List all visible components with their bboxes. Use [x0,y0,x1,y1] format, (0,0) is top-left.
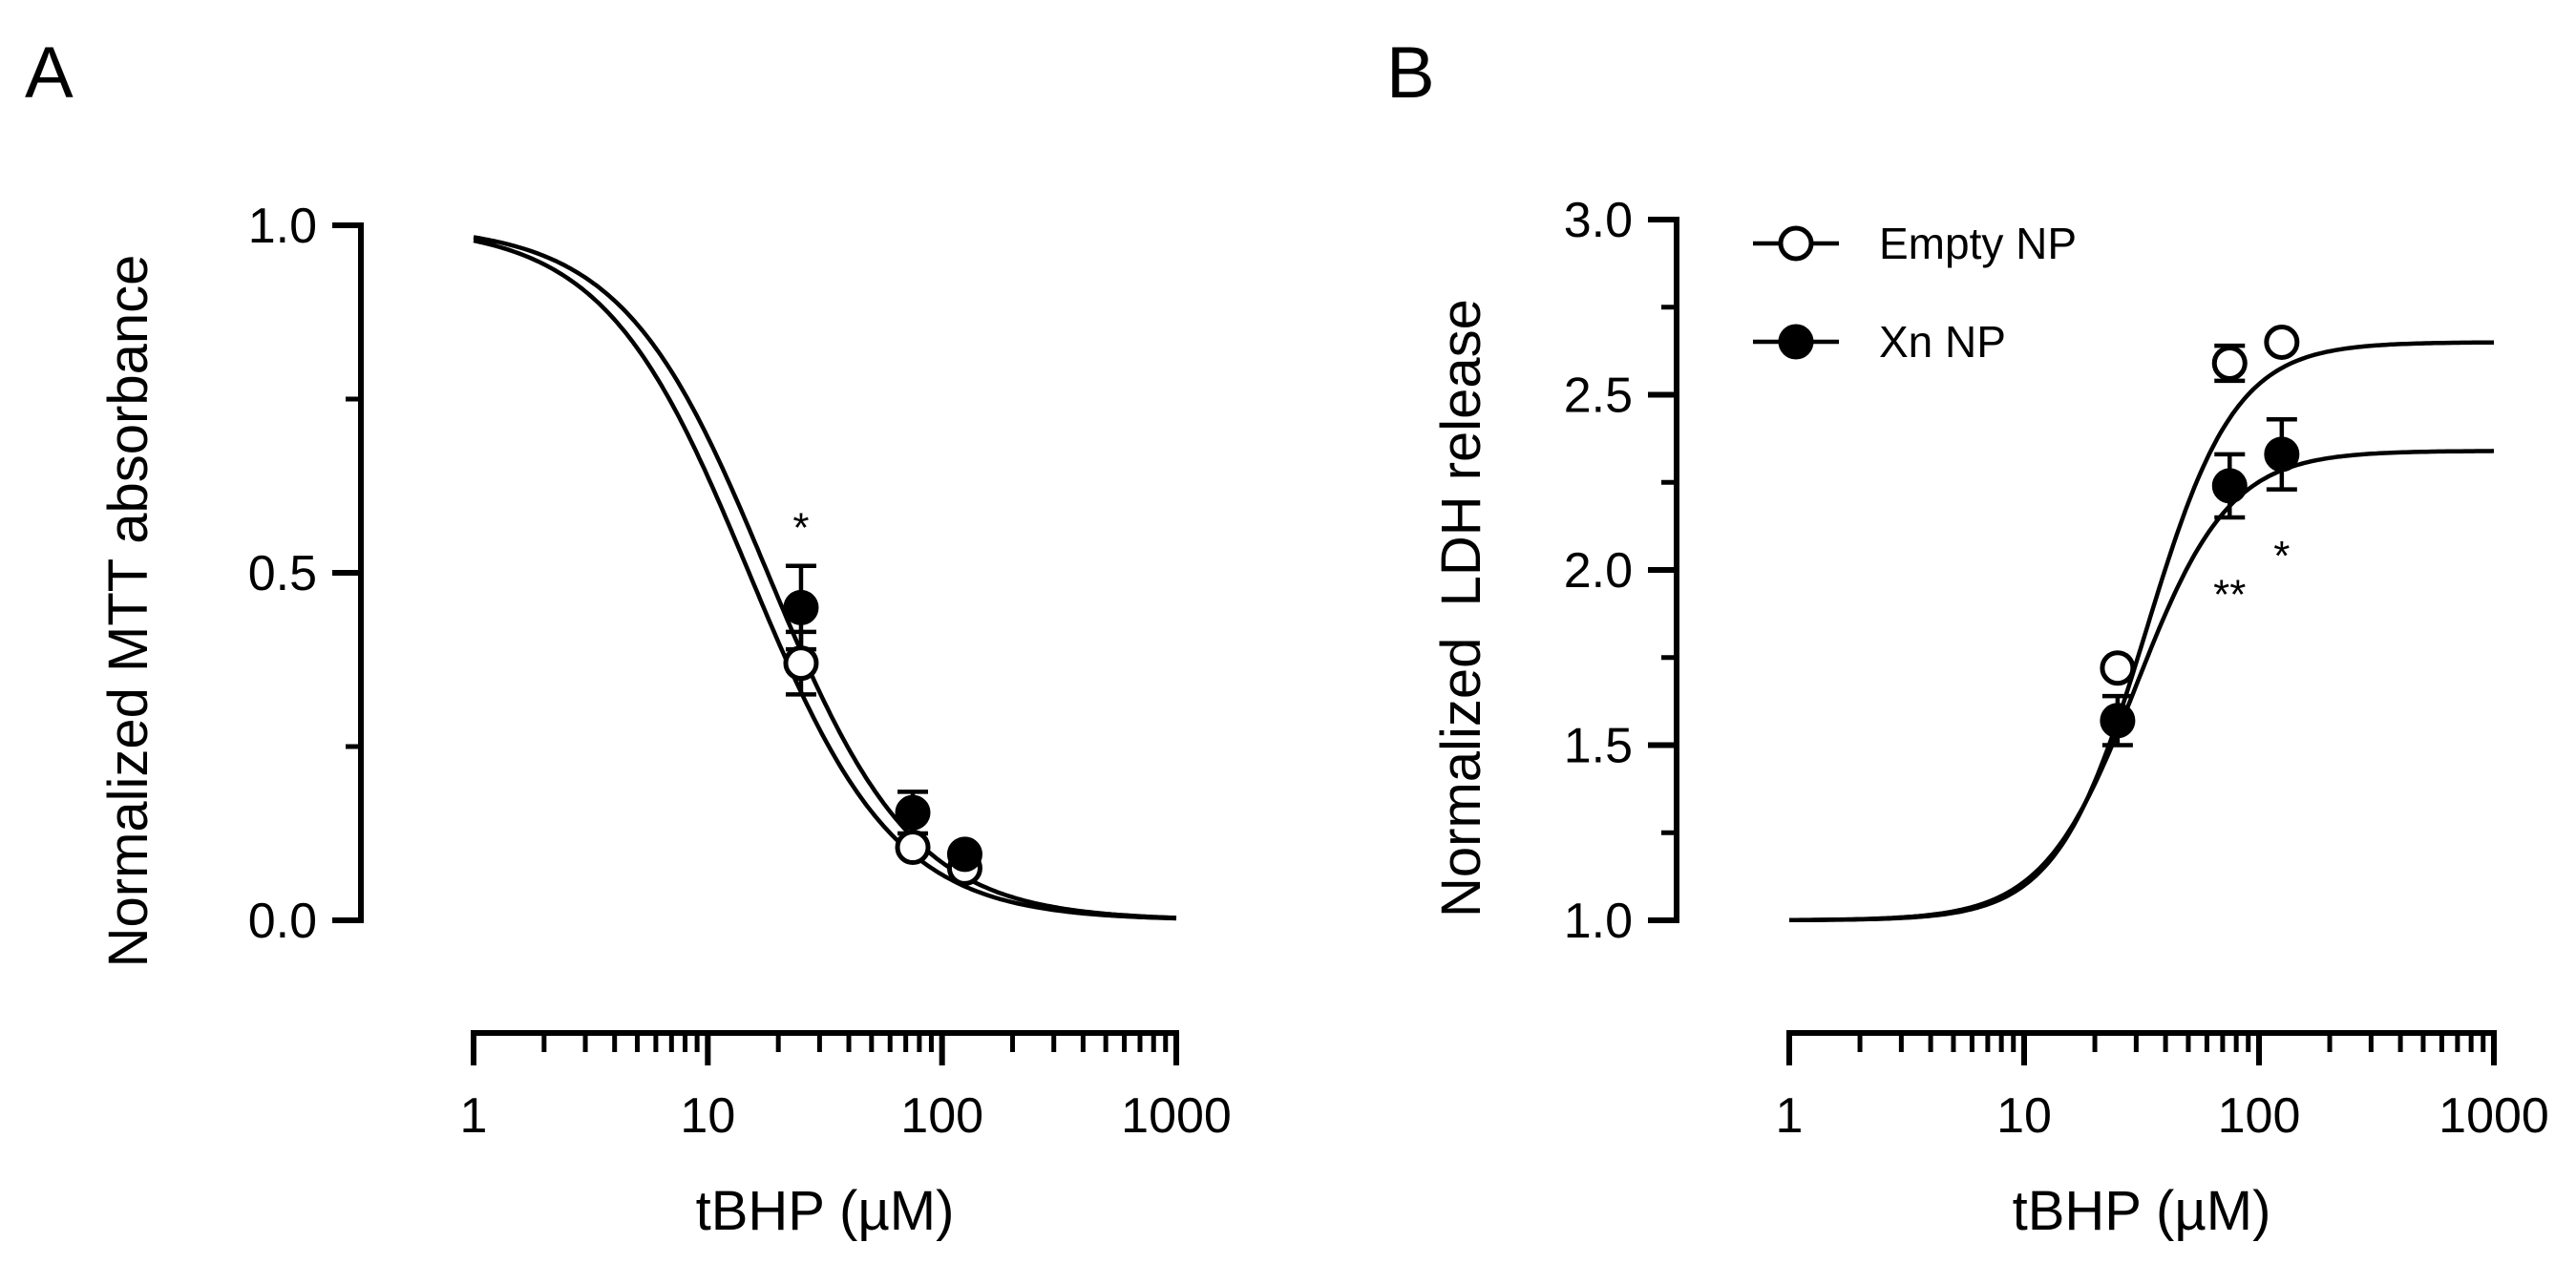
y-tick-label: 2.5 [1564,369,1633,424]
y-tick-label: 0.5 [248,546,317,601]
fit-curve [473,235,1177,920]
y-tick-label: 0.0 [248,894,317,949]
x-tick-label: 10 [680,1088,735,1144]
panel-letter: A [25,32,74,114]
y-axis-label: Normalized MTT absorbance [97,255,159,968]
data-point-xn-np [946,836,982,873]
y-tick-label: 2.0 [1564,543,1633,599]
legend-label: Xn NP [1879,317,2006,367]
y-tick-label: 1.0 [248,199,317,254]
y-tick-label: 3.0 [1564,193,1633,248]
data-point-empty-np [2100,650,2136,686]
fit-curve [1789,449,2495,922]
panel-b: B 1.0 1.5 2.0 2.5 3.0 1 10 100 1000 tBHP (µM) Norma… [1386,32,2549,1242]
significance-marker: * [792,504,809,551]
x-tick-label: 10 [1996,1088,2052,1144]
legend-marker [1778,225,1814,262]
x-tick-label: 1 [460,1088,488,1144]
panel-a: A 0.0 0.5 1.0 1 10 100 1000 tBHP (µM) Normalized … [25,32,1232,1242]
x-tick-label: 100 [900,1088,983,1144]
data-point-xn-np [2100,703,2136,739]
legend-marker [1778,324,1814,360]
y-tick-label: 1.0 [1564,894,1633,949]
fit-curve [1789,340,2494,923]
y-tick-label: 1.5 [1564,719,1633,774]
significance-marker: * [2273,533,2290,579]
data-point-xn-np [783,589,819,625]
data-point-empty-np [2211,345,2248,381]
data-point-empty-np [895,830,931,866]
x-tick-label: 1000 [2439,1088,2549,1144]
legend-label: Empty NP [1879,219,2077,268]
data-point-xn-np [2211,468,2248,504]
x-tick-label: 1 [1776,1088,1804,1144]
significance-marker: ** [2213,571,2246,618]
y-axis-label: Normalized LDH release [1430,299,1492,917]
x-tick-label: 1000 [1121,1088,1232,1144]
panel-letter: B [1386,32,1435,114]
fit-curve [473,238,1177,921]
x-axis-label: tBHP (µM) [696,1180,955,1242]
x-tick-label: 100 [2218,1088,2301,1144]
x-axis-label: tBHP (µM) [2013,1180,2271,1242]
data-point-xn-np [895,794,931,831]
data-point-empty-np [2264,324,2300,360]
data-point-xn-np [2264,436,2300,473]
data-point-empty-np [783,645,819,682]
